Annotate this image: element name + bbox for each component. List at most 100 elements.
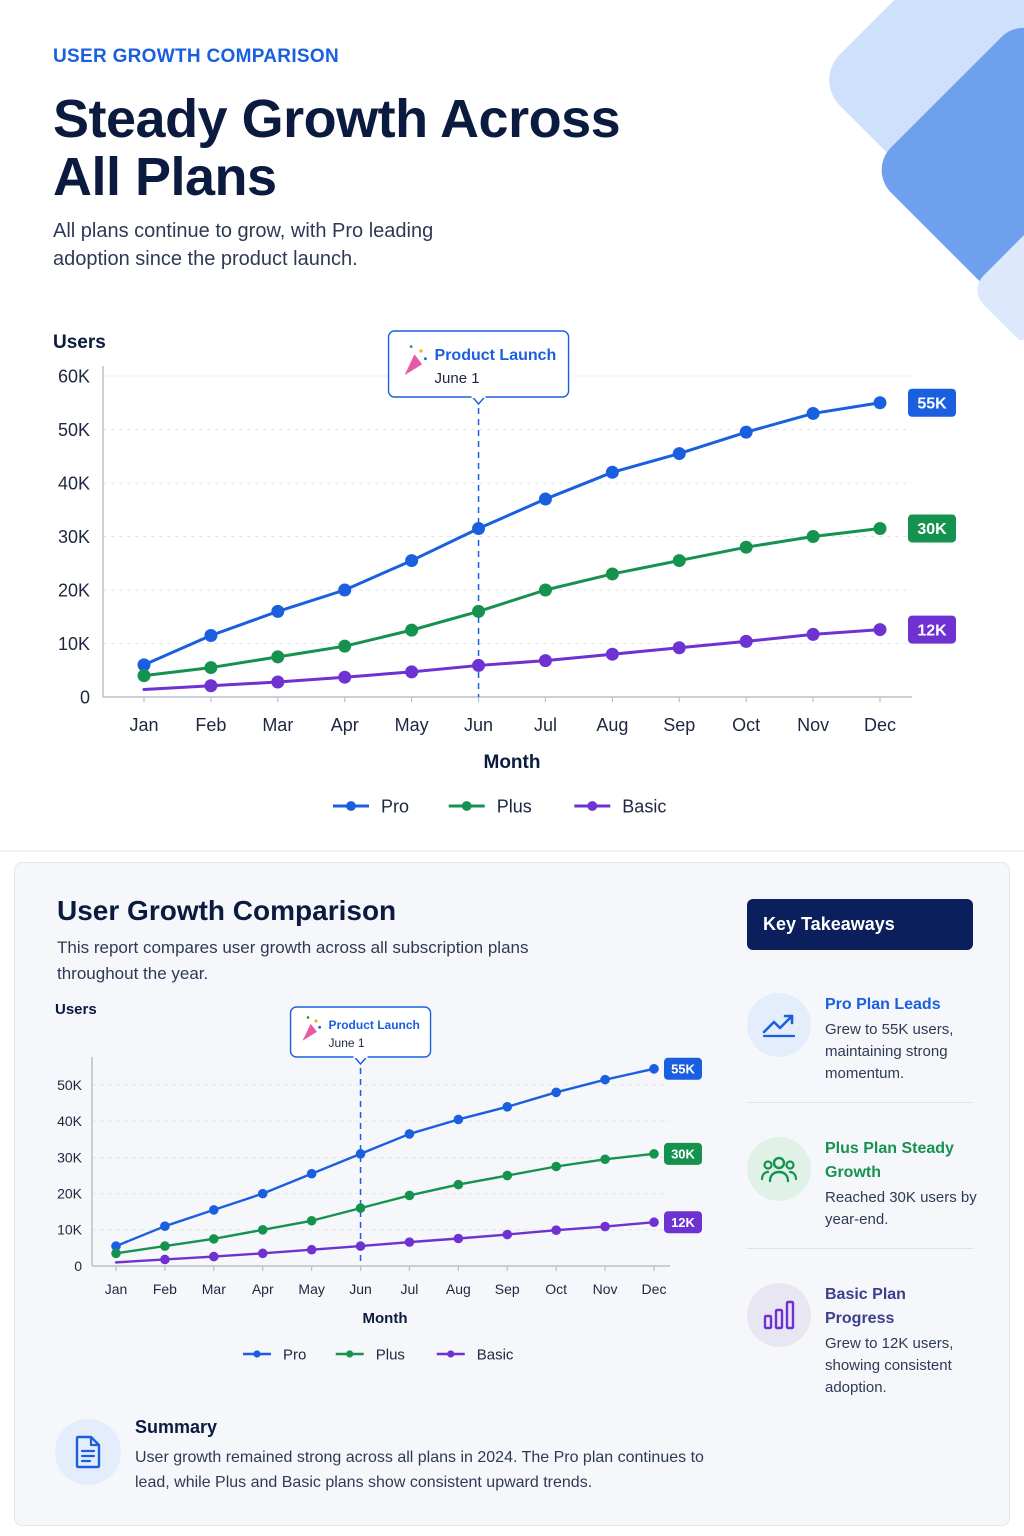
legend-label-pro: Pro xyxy=(381,796,409,816)
y-axis-label: Users xyxy=(55,1001,97,1018)
data-point-plus xyxy=(672,554,686,568)
data-point-pro xyxy=(111,1241,121,1251)
y-tick-label: 0 xyxy=(80,687,90,707)
annotation-pointer-mask xyxy=(353,1055,368,1058)
annotation-subtitle: June 1 xyxy=(329,1036,365,1050)
end-label-plus: 30K xyxy=(917,521,947,538)
legend-label-basic: Basic xyxy=(622,796,666,816)
y-tick-label: 40K xyxy=(57,1113,83,1129)
x-tick-label: Mar xyxy=(202,1281,226,1297)
legend-marker-basic xyxy=(587,801,598,811)
data-point-basic xyxy=(306,1244,317,1255)
takeaway-body: Grew to 12K users, showing consistent ad… xyxy=(825,1335,954,1396)
annotation-pointer-mask xyxy=(471,395,486,398)
data-point-pro xyxy=(600,1074,610,1085)
data-point-plus xyxy=(405,623,419,637)
data-point-pro xyxy=(404,1129,415,1139)
section-divider xyxy=(0,850,1024,852)
annotation-title: Product Launch xyxy=(329,1018,420,1032)
data-point-plus xyxy=(873,521,887,535)
data-point-pro xyxy=(271,604,285,618)
data-point-pro xyxy=(355,1149,366,1159)
data-point-pro xyxy=(204,628,218,642)
page-subtitle: All plans continue to grow, with Pro lea… xyxy=(53,220,434,270)
document-icon xyxy=(55,1419,121,1485)
data-point-basic xyxy=(160,1254,170,1265)
x-tick-label: Jun xyxy=(464,715,493,735)
y-tick-label: 30K xyxy=(58,527,90,547)
data-point-basic xyxy=(806,627,820,641)
x-tick-label: Mar xyxy=(262,715,293,735)
data-point-plus xyxy=(404,1190,415,1201)
data-point-basic xyxy=(405,665,419,679)
bar-chart-icon xyxy=(747,1283,811,1347)
data-point-pro xyxy=(806,406,820,420)
x-tick-label: Nov xyxy=(797,715,829,735)
x-tick-label: Feb xyxy=(195,715,226,735)
x-tick-label: Dec xyxy=(642,1281,667,1297)
data-point-pro xyxy=(160,1221,170,1231)
data-point-plus xyxy=(806,530,820,543)
data-point-basic xyxy=(502,1229,513,1240)
summary-title: Summary xyxy=(135,1417,218,1437)
end-badge-basic xyxy=(664,1211,702,1234)
data-point-pro xyxy=(472,521,486,535)
series-line-basic xyxy=(142,628,882,692)
x-tick-label: Jul xyxy=(534,715,557,735)
legend-marker-plus xyxy=(346,1350,354,1358)
annotation-title: Product Launch xyxy=(435,347,557,364)
data-point-basic xyxy=(257,1248,268,1259)
secondary-line-chart: Users 0 10K 20K 30K 40K 50K Jan Feb Mar Apr May Jun J… xyxy=(55,1001,702,1363)
y-tick-label: 50K xyxy=(57,1077,83,1093)
series-line-basic xyxy=(114,1221,656,1264)
x-tick-label: Dec xyxy=(864,715,896,735)
data-point-plus xyxy=(355,1203,366,1213)
data-point-plus xyxy=(111,1248,121,1259)
y-tick-label: 60K xyxy=(58,366,90,386)
data-point-plus xyxy=(306,1215,317,1226)
confetti-dot xyxy=(318,1025,322,1029)
data-point-plus xyxy=(257,1225,268,1235)
x-tick-label: Jan xyxy=(129,715,158,735)
data-point-basic xyxy=(873,623,887,637)
end-badge-pro xyxy=(908,388,956,417)
y-tick-label: 20K xyxy=(57,1186,83,1202)
page-title: Steady Growth Across All Plans xyxy=(53,89,621,207)
x-tick-label: Jan xyxy=(105,1281,128,1297)
data-point-basic xyxy=(605,647,619,661)
series-line-pro xyxy=(114,1067,656,1248)
x-tick-label: Sep xyxy=(663,715,695,735)
data-point-pro xyxy=(605,465,619,479)
data-point-basic xyxy=(338,670,352,684)
data-point-pro xyxy=(338,583,352,597)
takeaway-divider xyxy=(747,1102,973,1103)
y-tick-label: 40K xyxy=(58,473,90,493)
data-point-basic xyxy=(271,675,285,689)
data-point-plus xyxy=(453,1179,464,1190)
legend-marker-basic xyxy=(447,1350,455,1358)
x-tick-label: Aug xyxy=(446,1281,471,1297)
data-point-basic xyxy=(739,634,753,648)
data-point-basic xyxy=(404,1237,415,1247)
x-tick-label: Jul xyxy=(401,1281,419,1297)
data-point-basic xyxy=(672,641,686,655)
summary-body: User growth remained strong across all p… xyxy=(135,1449,704,1491)
legend-marker-pro xyxy=(253,1350,261,1358)
takeaway-body: Reached 30K users by year-end. xyxy=(825,1189,977,1228)
annotation-subtitle: June 1 xyxy=(435,370,480,387)
data-point-plus xyxy=(472,604,486,618)
x-axis-label: Month xyxy=(484,752,541,773)
card-title: User Growth Comparison xyxy=(57,895,397,926)
x-axis-label: Month xyxy=(363,1310,408,1327)
series-line-pro xyxy=(142,401,882,667)
y-tick-label: 30K xyxy=(57,1149,83,1165)
end-label-basic: 12K xyxy=(917,622,947,639)
data-point-plus xyxy=(271,650,285,664)
series-line-plus xyxy=(114,1152,656,1255)
data-point-plus xyxy=(137,669,151,683)
end-label-pro: 55K xyxy=(671,1061,695,1076)
x-tick-label: Feb xyxy=(153,1281,177,1297)
card-description: This report compares user growth across … xyxy=(57,938,529,983)
data-point-basic xyxy=(453,1233,464,1244)
data-point-plus xyxy=(605,567,619,581)
